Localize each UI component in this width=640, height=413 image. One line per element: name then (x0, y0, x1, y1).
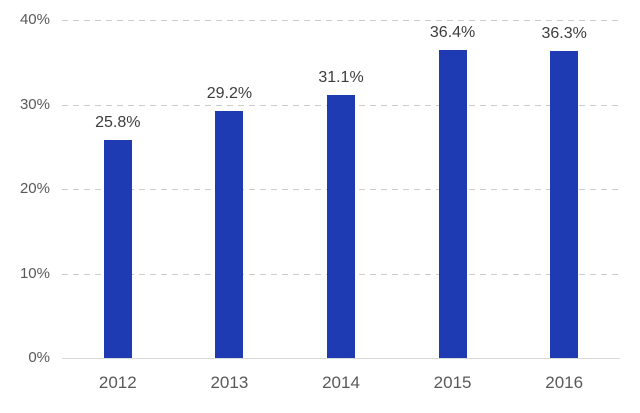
x-tick-label-2014: 2014 (322, 373, 360, 392)
value-label-2015: 36.4% (429, 24, 476, 42)
y-tick-label: 40% (19, 11, 50, 28)
value-label-2012: 25.8% (95, 113, 141, 131)
value-label-2013: 29.2% (206, 85, 253, 103)
x-tick-label-2016: 2016 (545, 373, 584, 392)
x-tick-label-2012: 2012 (98, 373, 137, 392)
y-tick-label: 0% (28, 349, 50, 366)
bar-2012 (103, 139, 132, 358)
bar-2013 (215, 111, 244, 358)
value-label-2016: 36.3% (541, 25, 587, 43)
gridline-40% (62, 20, 620, 21)
x-tick-label-2013: 2013 (210, 373, 249, 392)
bar-2015 (438, 50, 467, 358)
value-label-2014: 31.1% (318, 69, 364, 87)
y-tick-label: 30% (19, 95, 50, 113)
y-tick-label: 20% (19, 180, 50, 197)
bar-2016 (550, 51, 579, 358)
y-tick-label: 10% (19, 264, 50, 282)
bar-2014 (327, 95, 355, 358)
x-tick-label-2015: 2015 (433, 373, 472, 392)
x-axis-line (62, 358, 620, 359)
